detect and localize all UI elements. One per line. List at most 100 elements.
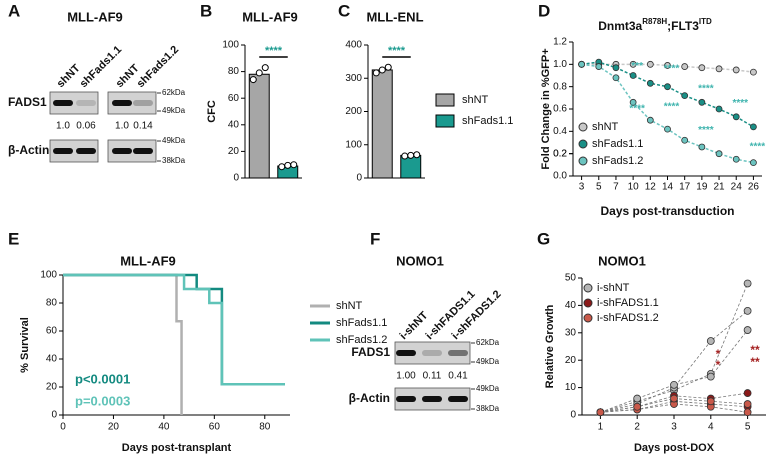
row-label: β-Actin [8,143,49,157]
y-tick-label: 0.2 [553,148,567,159]
legend-marker [578,139,588,149]
y-tick-label: 0 [51,410,57,421]
legend-swatch [435,114,455,128]
data-point [706,372,715,381]
y-tick-label: 0.2 [553,148,567,159]
replicate-line [600,310,748,413]
row-label: FADS1 [351,345,390,359]
panel-label: C [338,1,350,20]
data-point [681,63,689,70]
data-point [372,69,380,77]
y-tick-label: 20 [46,382,58,393]
chart-title: MLL-AF9 [120,253,176,268]
legend-label: i-shFADS1.1 [597,297,659,309]
y-tick-label: 80 [228,66,240,77]
significance-label: **** [698,84,714,95]
data-point [664,83,671,91]
legend-label: shNT [462,94,489,106]
y-axis-label: % Survival [19,317,31,373]
legend-label: i-shFADS1.2 [597,312,659,324]
data-point [715,150,723,158]
legend-label: shNT [336,300,363,312]
row-label: FADS1 [8,95,47,109]
blot-band [76,100,96,106]
data-point [249,76,257,84]
y-tick-label: 0.8 [553,81,567,92]
panel-label: B [200,1,212,20]
title-part: Dnmt3a [598,19,642,33]
data-point [612,64,620,72]
panel-label: F [370,229,380,248]
chart-title: Dnmt3aR878H;FLT3ITD [598,17,712,33]
data-point [378,66,386,74]
legend-swatch [435,93,455,107]
band-quant: 1.00 [396,371,416,382]
y-axis-label: CFC [206,100,218,123]
legend-label: shFads1.1 [592,138,643,150]
data-point [732,155,740,163]
significance-label: **** [750,142,766,153]
x-tick-label: 5 [745,422,751,433]
data-point [646,79,654,87]
marker-label: 62kDa [476,338,500,347]
marker-label: 49kDa [162,136,186,145]
significance-label: *** [631,61,643,72]
title-part: ITD [699,17,712,26]
data-point [407,151,415,159]
blot-band [422,350,442,356]
marker-label: 38kDa [162,156,186,165]
data-point [612,74,620,82]
y-tick-label: 200 [345,106,362,117]
data-point [698,143,706,151]
significance-label: ** [750,355,760,369]
legend-label: i-shNT [597,282,630,294]
x-tick-label: 19 [696,182,708,193]
significance-label: **** [664,101,680,112]
p-value: p<0.0001 [75,371,130,386]
x-tick-label: 12 [645,182,657,193]
survival-curve [63,273,285,386]
data-point [743,400,752,408]
data-point [732,66,740,74]
band-quant: 1.0 [56,121,70,132]
blot-band [448,350,468,356]
data-point [743,326,752,334]
y-tick-label: 100 [345,139,362,150]
band-quant: 0.11 [423,371,442,382]
marker-label: 49kDa [476,357,500,366]
blot-band [53,148,73,154]
blot-band [133,100,153,106]
y-tick-label: 30 [565,327,577,338]
data-point [629,60,637,68]
data-point [664,125,671,133]
significance-label: **** [664,63,680,74]
y-tick-label: 10 [565,382,577,393]
data-point [401,152,409,160]
significance-label: **** [698,125,714,136]
bar [371,69,393,179]
y-axis-label: Fold Change in %GFP+ [540,48,552,169]
band-quant: 1.0 [115,121,129,132]
y-tick-label: 40 [565,300,577,311]
data-point [743,306,752,315]
data-point [743,389,752,397]
legend-marker [583,298,593,308]
data-point [284,161,292,169]
y-tick-label: 60 [46,326,58,337]
blot-band [53,100,73,106]
blot-band [448,396,468,402]
x-tick-label: 4 [708,422,714,433]
data-point [732,113,740,121]
blot-band [76,148,96,154]
data-point [681,92,689,99]
y-tick-label: 40 [228,119,240,130]
blot-band [133,148,153,154]
x-tick-label: 10 [628,182,640,193]
blot-membrane [49,91,99,115]
legend-label: shFads1.1 [462,115,513,127]
y-tick-label: 100 [40,270,57,281]
panel-label: D [538,1,550,20]
data-point [384,63,392,71]
marker-label: 49kDa [476,384,500,393]
x-tick-label: 20 [108,422,120,433]
